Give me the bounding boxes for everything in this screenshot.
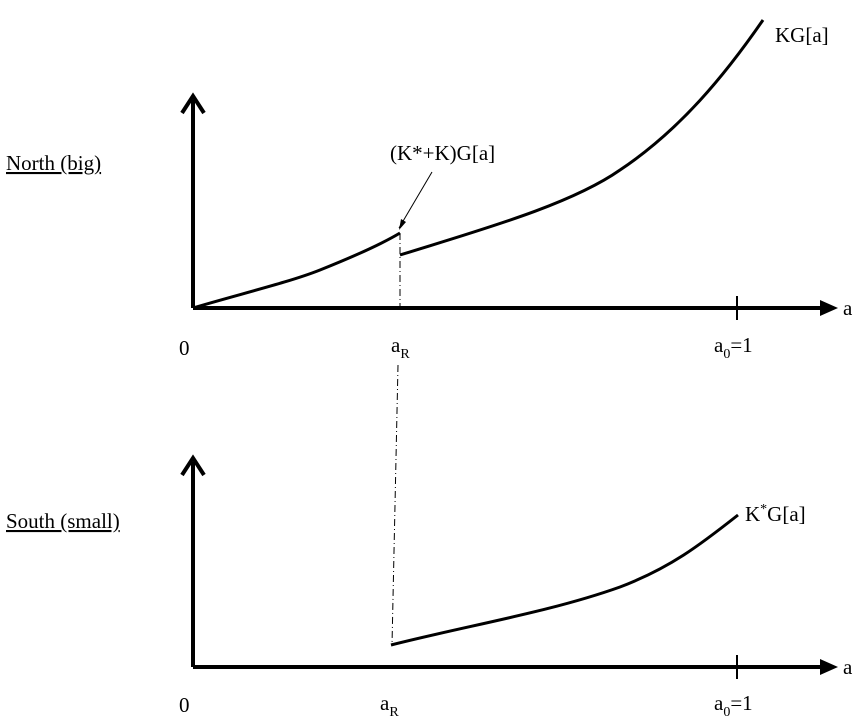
north-ar-label: aR bbox=[391, 333, 410, 362]
north-curve-upper bbox=[399, 19, 765, 257]
south-origin-label: 0 bbox=[179, 693, 190, 717]
north-panel: North (big) 0 a aR a0=1 KG[a] (K*+K)G[a] bbox=[6, 19, 853, 362]
south-x-axis-label: a bbox=[843, 655, 853, 679]
south-x-axis-arrowhead bbox=[820, 659, 838, 675]
north-pointer-arrowhead bbox=[399, 219, 406, 230]
south-curve-label: K*G[a] bbox=[745, 502, 806, 526]
north-panel-label: North (big) bbox=[6, 151, 101, 175]
north-curve-lower bbox=[192, 231, 401, 310]
north-x-axis-arrowhead bbox=[820, 300, 838, 316]
north-origin-label: 0 bbox=[179, 336, 190, 360]
north-curve-lower-label: (K*+K)G[a] bbox=[390, 141, 495, 165]
south-a0-label: a0=1 bbox=[714, 691, 753, 718]
south-panel: South (small) 0 a aR a0=1 K*G[a] bbox=[6, 454, 853, 720]
north-pointer-line bbox=[398, 171, 433, 229]
south-curve bbox=[390, 513, 739, 647]
south-ar-label: aR bbox=[380, 691, 399, 718]
north-curve-upper-label: KG[a] bbox=[775, 23, 829, 47]
north-x-axis-label: a bbox=[843, 296, 853, 320]
south-y-axis-arrowhead bbox=[180, 454, 206, 477]
south-panel-label: South (small) bbox=[6, 509, 120, 533]
north-a0-label: a0=1 bbox=[714, 333, 753, 362]
north-y-axis-arrowhead bbox=[180, 92, 206, 115]
ar-connector-between bbox=[391, 364, 399, 646]
